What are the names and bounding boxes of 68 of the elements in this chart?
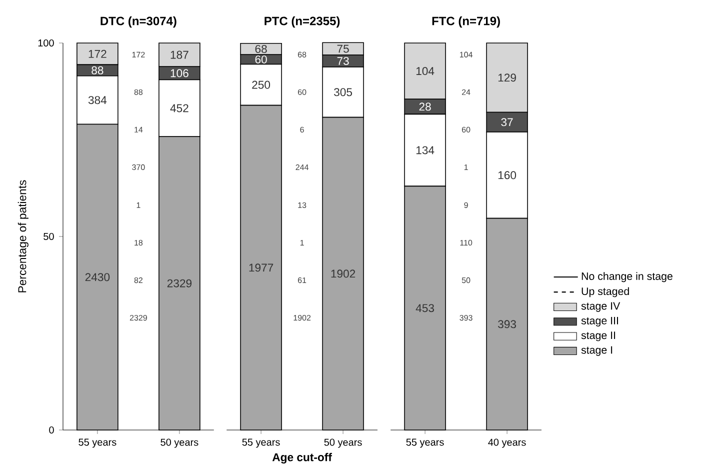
annotation: 370 — [132, 164, 145, 170]
chart-title: PTC (n=2355) — [264, 16, 340, 28]
annotation: 172 — [88, 50, 106, 58]
legend-label: stage III — [581, 316, 618, 327]
annotation: 393 — [460, 314, 472, 321]
annotation: 82 — [134, 277, 142, 284]
y-tick-label: 100 — [38, 39, 54, 47]
annotation: 73 — [337, 56, 349, 65]
x-axis-title: Age cut-off — [272, 452, 332, 464]
annotation: 88 — [92, 66, 104, 74]
annotation: 68 — [298, 52, 306, 58]
x-tick-label: 50 years — [160, 438, 198, 448]
annotation: 1902 — [331, 270, 356, 278]
annotation: 24 — [462, 89, 470, 95]
annotation: 110 — [460, 240, 472, 246]
annotation: 452 — [170, 104, 188, 112]
x-tick-label: 50 years — [324, 438, 362, 448]
annotation: 9 — [464, 202, 468, 208]
legend-label: Up staged — [582, 287, 629, 298]
chart-title: FTC (n=719) — [432, 16, 500, 28]
annotation: 75 — [337, 44, 349, 53]
annotation: 18 — [134, 240, 143, 246]
annotation: 2329 — [167, 279, 192, 288]
y-axis-title: Percentage of patients — [18, 180, 28, 292]
annotation: 134 — [416, 146, 434, 154]
annotation: 1 — [136, 202, 140, 208]
annotation: 250 — [252, 80, 270, 89]
annotation: 13 — [298, 202, 306, 208]
annotation: 172 — [132, 52, 145, 58]
annotation: 106 — [170, 69, 188, 78]
annotation: 1 — [300, 240, 304, 246]
legend-label: stage IV — [581, 302, 620, 312]
annotation: 88 — [134, 89, 143, 95]
annotation: 68 — [255, 44, 267, 53]
annotation: 160 — [498, 171, 516, 180]
annotation: 60 — [298, 89, 306, 95]
annotation: 14 — [134, 126, 143, 132]
annotation: 305 — [334, 88, 352, 96]
annotation: 28 — [419, 102, 431, 111]
annotation: 37 — [501, 118, 513, 126]
annotation: 104 — [416, 67, 434, 76]
x-tick-label: 55 years — [242, 438, 280, 448]
annotation: 1902 — [294, 314, 311, 321]
annotation: 384 — [88, 96, 107, 104]
y-tick-label: 0 — [49, 426, 54, 434]
x-tick-label: 55 years — [406, 438, 444, 448]
legend-label: stage II — [581, 332, 616, 342]
annotation: 60 — [462, 126, 470, 133]
annotation: 2430 — [85, 273, 110, 282]
annotation: 453 — [416, 304, 434, 312]
annotation: 1 — [464, 164, 468, 170]
legend-label: stage I — [581, 346, 612, 356]
annotation: 393 — [498, 320, 516, 328]
annotation: 50 — [462, 277, 470, 284]
annotation: 2329 — [130, 314, 147, 321]
annotation: 6 — [300, 126, 304, 133]
y-tick-label: 50 — [44, 232, 54, 240]
annotation: 104 — [460, 52, 472, 58]
annotation: 61 — [298, 277, 306, 284]
x-tick-label: 40 years — [488, 438, 526, 448]
chart-title: DTC (n=3074) — [100, 16, 176, 28]
annotation: 1977 — [249, 264, 274, 272]
annotation: 129 — [498, 74, 516, 82]
legend-label: No change in stage — [582, 272, 672, 282]
annotation: 187 — [170, 50, 188, 59]
annotation: 60 — [255, 55, 267, 64]
annotation: 244 — [296, 164, 308, 170]
x-tick-label: 55 years — [78, 438, 116, 448]
